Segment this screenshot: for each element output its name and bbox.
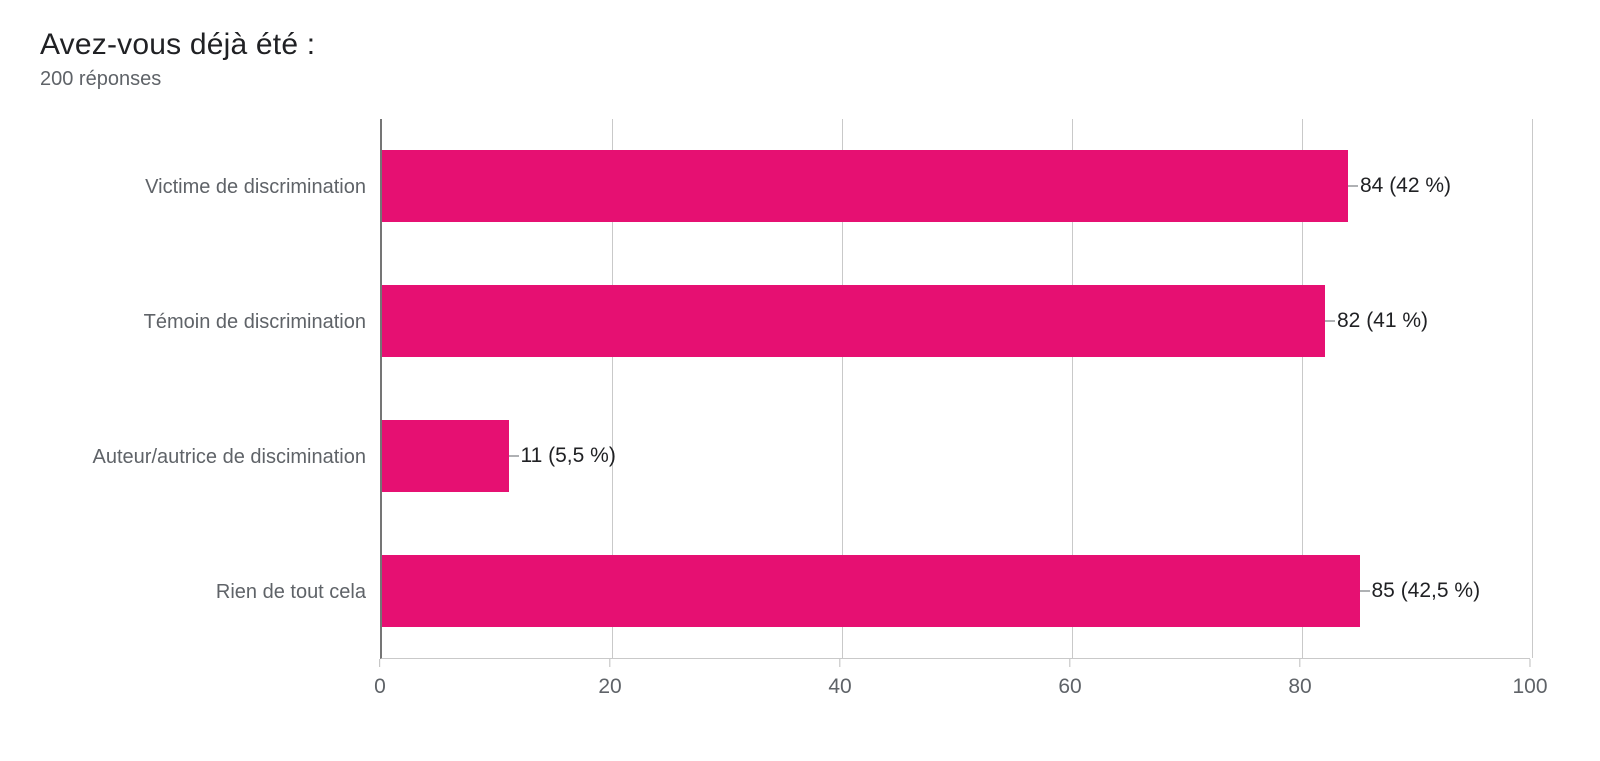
bar <box>382 420 509 492</box>
bar <box>382 150 1348 222</box>
gridline <box>1532 119 1533 658</box>
value-label: 11 (5,5 %) <box>521 444 616 468</box>
x-tickline <box>380 659 381 667</box>
value-label: 84 (42 %) <box>1360 174 1451 198</box>
x-tick-label: 100 <box>1512 675 1547 699</box>
y-label: Victime de discrimination <box>40 175 380 199</box>
bar-row: 82 (41 %) <box>382 285 1530 357</box>
bar-row: 11 (5,5 %) <box>382 420 1530 492</box>
x-tickline <box>1299 659 1300 667</box>
x-tick-label: 40 <box>828 675 851 699</box>
bar-row: 85 (42,5 %) <box>382 555 1530 627</box>
x-tick: 0 <box>374 659 386 699</box>
chart-area: Victime de discrimination Témoin de disc… <box>40 119 1560 714</box>
x-tickline <box>609 659 610 667</box>
value-label: 82 (41 %) <box>1337 309 1428 333</box>
value-tick <box>1360 590 1370 591</box>
x-tickline <box>1069 659 1070 667</box>
value-tick <box>1348 186 1358 187</box>
x-tick-label: 0 <box>374 675 386 699</box>
value-tick <box>509 455 519 456</box>
x-tick: 20 <box>598 659 621 699</box>
plot-area: 84 (42 %) 82 (41 %) 11 (5,5 %) 85 (42,5 … <box>380 119 1530 659</box>
chart-container: Avez-vous déjà été : 200 réponses Victim… <box>0 0 1600 761</box>
value-tick <box>1325 321 1335 322</box>
chart-subtitle: 200 réponses <box>40 68 1560 91</box>
value-label: 85 (42,5 %) <box>1372 579 1481 603</box>
bar <box>382 555 1360 627</box>
y-label: Rien de tout cela <box>40 580 380 604</box>
x-axis: 0 20 40 60 80 100 <box>380 659 1530 714</box>
chart-title: Avez-vous déjà été : <box>40 28 1560 62</box>
y-axis-labels: Victime de discrimination Témoin de disc… <box>40 119 380 659</box>
x-tick: 80 <box>1288 659 1311 699</box>
bars: 84 (42 %) 82 (41 %) 11 (5,5 %) 85 (42,5 … <box>382 119 1530 658</box>
bar <box>382 285 1325 357</box>
y-label: Auteur/autrice de discimination <box>40 445 380 469</box>
x-tick-label: 20 <box>598 675 621 699</box>
x-tick: 60 <box>1058 659 1081 699</box>
x-tickline <box>839 659 840 667</box>
x-tick: 100 <box>1512 659 1547 699</box>
y-label: Témoin de discrimination <box>40 310 380 334</box>
x-tick: 40 <box>828 659 851 699</box>
x-tick-label: 80 <box>1288 675 1311 699</box>
x-tickline <box>1529 659 1530 667</box>
x-tick-label: 60 <box>1058 675 1081 699</box>
bar-row: 84 (42 %) <box>382 150 1530 222</box>
